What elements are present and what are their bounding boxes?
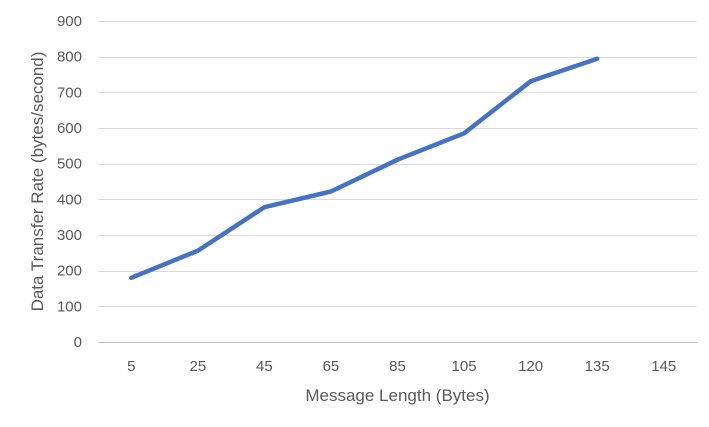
series-lines — [129, 56, 600, 281]
x-tick-label: 145 — [651, 358, 676, 375]
y-axis-tick-labels: 0 100 200 300 400 500 600 700 800 900 — [57, 13, 82, 351]
x-tick-label: 85 — [389, 358, 406, 375]
x-tick-label: 120 — [518, 358, 543, 375]
x-tick-label: 105 — [452, 358, 477, 375]
y-tick-label: 300 — [57, 227, 82, 244]
y-tick-label: 800 — [57, 49, 82, 66]
x-axis-tick-labels: 5 25 45 65 85 105 120 135 145 — [127, 358, 676, 375]
y-tick-label: 600 — [57, 120, 82, 137]
series-line — [129, 56, 600, 281]
y-axis-title: Data Transfer Rate (bytes/second) — [28, 52, 47, 312]
x-tick-label: 65 — [323, 358, 340, 375]
y-tick-label: 200 — [57, 263, 82, 280]
y-tick-label: 0 — [74, 334, 82, 351]
x-tick-label: 135 — [585, 358, 610, 375]
y-tick-label: 700 — [57, 84, 82, 101]
y-tick-label: 100 — [57, 298, 82, 315]
x-axis-title: Message Length (Bytes) — [305, 386, 489, 405]
y-tick-label: 500 — [57, 156, 82, 173]
x-tick-label: 5 — [127, 358, 135, 375]
x-tick-label: 45 — [256, 358, 273, 375]
gridlines — [98, 21, 697, 343]
y-tick-label: 900 — [57, 13, 82, 30]
x-tick-label: 25 — [189, 358, 206, 375]
y-tick-label: 400 — [57, 191, 82, 208]
